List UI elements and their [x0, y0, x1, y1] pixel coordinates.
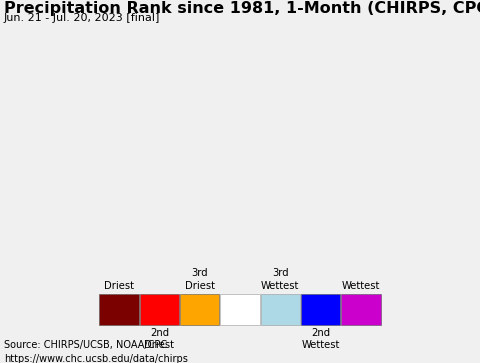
Text: 2nd
Driest: 2nd Driest — [144, 328, 174, 350]
Bar — [180, 294, 219, 325]
Text: 3rd
Wettest: 3rd Wettest — [261, 269, 300, 291]
Text: Jun. 21 - Jul. 20, 2023 [final]: Jun. 21 - Jul. 20, 2023 [final] — [4, 13, 160, 24]
Text: Precipitation Rank since 1981, 1-Month (CHIRPS, CPC): Precipitation Rank since 1981, 1-Month (… — [4, 1, 480, 16]
Text: Driest: Driest — [104, 281, 134, 291]
Bar — [261, 294, 300, 325]
Bar — [341, 294, 381, 325]
Text: Source: CHIRPS/UCSB, NOAA/CPC
https://www.chc.ucsb.edu/data/chirps
http://www.cp: Source: CHIRPS/UCSB, NOAA/CPC https://ww… — [4, 340, 188, 363]
Text: Wettest: Wettest — [342, 281, 380, 291]
Text: 2nd
Wettest: 2nd Wettest — [301, 328, 340, 350]
Text: 3rd
Driest: 3rd Driest — [185, 269, 215, 291]
Bar — [99, 294, 139, 325]
Bar — [220, 294, 260, 325]
Bar — [140, 294, 179, 325]
Bar — [301, 294, 340, 325]
